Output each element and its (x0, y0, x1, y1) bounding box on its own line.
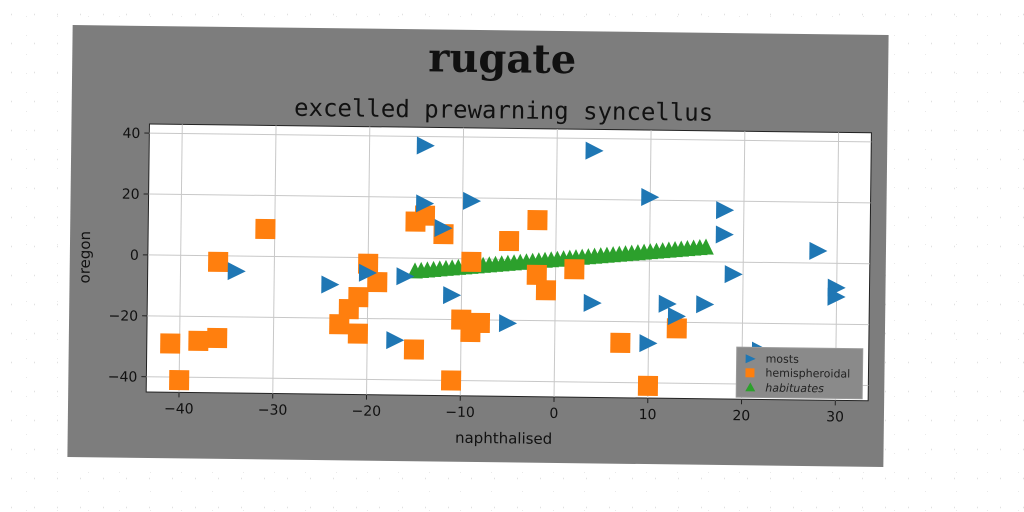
marker-hemispheroidal (255, 218, 276, 240)
marker-hemispheroidal (347, 323, 369, 344)
legend-label-mosts: mosts (766, 353, 800, 366)
marker-hemispheroidal (637, 375, 659, 397)
marker-mosts (498, 314, 518, 333)
x-tick-label: 0 (549, 406, 558, 422)
x-axis-label: naphthalised (455, 429, 552, 448)
y-grid-line (148, 193, 871, 204)
x-tick-label: −20 (351, 403, 381, 419)
y-tick-label: 0 (130, 248, 139, 264)
x-tick-label: 30 (826, 409, 844, 425)
y-tick-label: 40 (122, 126, 140, 142)
marker-hemispheroidal (207, 327, 228, 349)
marker-mosts (386, 331, 405, 350)
marker-mosts (809, 241, 828, 260)
marker-hemispheroidal (188, 330, 209, 351)
chart-title: rugate (428, 34, 577, 83)
legend-marker-mosts (745, 354, 756, 364)
marker-mosts (434, 218, 453, 237)
marker-mosts (227, 262, 246, 281)
marker-hemispheroidal (338, 299, 359, 320)
marker-mosts (416, 136, 435, 155)
y-tick-label: 20 (122, 187, 140, 203)
marker-mosts (462, 191, 482, 210)
marker-mosts (667, 307, 686, 326)
marker-mosts (416, 194, 435, 213)
marker-hemispheroidal (526, 264, 547, 286)
marker-hemispheroidal (460, 321, 481, 343)
marker-mosts (716, 201, 735, 220)
marker-hemispheroidal (440, 370, 462, 391)
scatter-chart: rugate excelled prewarning syncellus −40… (76, 34, 872, 448)
y-tick-label: −20 (108, 308, 138, 324)
legend-box (735, 346, 864, 400)
marker-hemispheroidal (461, 251, 482, 273)
marker-hemispheroidal (329, 314, 350, 335)
marker-mosts (639, 334, 658, 353)
marker-hemispheroidal (403, 339, 425, 360)
chart-frame: rugate excelled prewarning syncellus −40… (67, 25, 889, 467)
x-grid-line (272, 125, 277, 394)
marker-hemispheroidal (169, 370, 190, 391)
marker-mosts (321, 275, 340, 294)
x-tick-label: 10 (639, 407, 657, 423)
x-tick-label: −10 (445, 405, 475, 421)
legend-marker-habituates (745, 382, 756, 392)
marker-mosts (443, 286, 462, 305)
x-tick-label: −30 (258, 402, 288, 418)
marker-hemispheroidal (527, 209, 548, 231)
axis-ticks: −40 −30 −20 −10 0 10 20 30 −40 −20 0 20 40 (108, 126, 844, 426)
marker-habituates (697, 238, 714, 255)
marker-hemispheroidal (367, 271, 388, 293)
y-axis-label: oregon (76, 231, 95, 284)
marker-mosts (827, 287, 846, 306)
y-tick-label: −40 (108, 369, 138, 385)
legend: mosts hemispheroidal habituates (735, 346, 864, 400)
marker-mosts (358, 263, 378, 282)
marker-hemispheroidal (564, 259, 585, 280)
marker-mosts (396, 267, 415, 286)
marker-mosts (583, 293, 602, 312)
marker-mosts (696, 295, 715, 314)
marker-hemispheroidal (666, 318, 687, 339)
x-tick-label: 20 (732, 408, 750, 424)
marker-hemispheroidal (610, 332, 631, 354)
x-tick-label: −40 (164, 401, 194, 417)
marker-mosts (715, 225, 734, 244)
x-grid-line (647, 130, 652, 399)
chart-subtitle: excelled prewarning syncellus (294, 94, 713, 127)
marker-mosts (641, 187, 660, 206)
data-points (160, 136, 846, 397)
marker-hemispheroidal (414, 205, 436, 226)
legend-label-habituates: habituates (765, 382, 824, 396)
legend-label-hemispheroidal: hemispheroidal (765, 367, 850, 381)
marker-mosts (658, 294, 677, 313)
marker-hemispheroidal (498, 230, 520, 252)
marker-mosts (724, 265, 743, 284)
y-grid-line (149, 132, 872, 143)
marker-hemispheroidal (207, 251, 229, 272)
marker-hemispheroidal (160, 333, 181, 354)
marker-mosts (585, 141, 604, 160)
marker-hemispheroidal (535, 280, 557, 301)
legend-marker-hemispheroidal (745, 368, 755, 378)
